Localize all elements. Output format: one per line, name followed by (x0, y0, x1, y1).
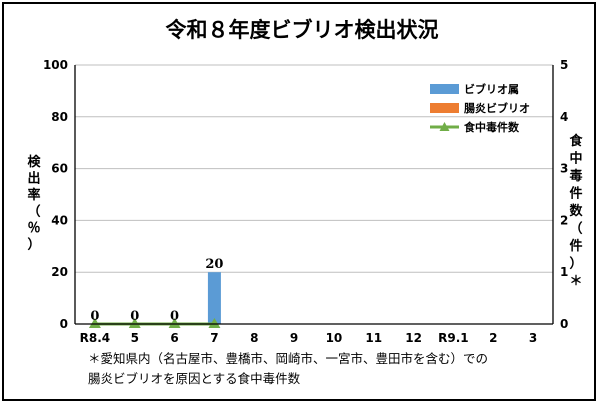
y2-tick-label: 1 (560, 265, 568, 279)
y-tick-label: 40 (51, 213, 68, 227)
y-axis-ticks: 0 20 40 60 80 100 (43, 58, 68, 331)
y2-axis-ticks: 0 1 2 3 4 5 (560, 58, 568, 331)
footnote-line-2: 腸炎ビブリオを原因とする食中毒件数 (88, 371, 301, 386)
x-axis-ticks: R8.4 5 6 7 8 9 10 11 12 R9.1 2 3 (80, 331, 538, 345)
y-tick-label: 80 (51, 110, 68, 124)
data-label: 0 (170, 309, 179, 324)
y-tick-label: 100 (43, 58, 68, 72)
y2-tick-label: 2 (560, 213, 568, 227)
y-axis-title: 検出率（％） (27, 154, 41, 253)
x-tick-label: 10 (326, 331, 343, 345)
x-tick-label: 3 (529, 331, 537, 345)
bar (207, 272, 221, 324)
x-tick-label: 2 (489, 331, 497, 345)
gridlines (75, 64, 553, 273)
legend-swatch (430, 103, 459, 113)
y2-tick-label: 3 (560, 162, 568, 176)
y-tick-label: 0 (60, 317, 68, 331)
y2-axis-title: 食中毒件数（件）＊ (569, 133, 583, 289)
y2-axis-title: 食中毒件数（件）＊ (569, 133, 583, 289)
legend-marker (439, 122, 450, 131)
line-series (88, 318, 221, 328)
line-marker (208, 318, 221, 328)
chart-title: 令和８年度ビブリオ検出状況 (166, 18, 439, 42)
x-tick-label: 9 (290, 331, 298, 345)
legend-label: ビブリオ属 (464, 82, 519, 96)
data-label: 0 (130, 309, 139, 324)
bars (207, 272, 221, 324)
x-tick-label: R9.1 (438, 331, 469, 345)
footnote-line-1: ＊愛知県内（名古屋市、豊橋市、岡崎市、一宮市、豊田市を含む）での (88, 351, 489, 366)
y-tick-label: 20 (51, 265, 68, 279)
x-tick-label: 8 (250, 331, 258, 345)
legend-label: 食中毒件数 (464, 120, 520, 134)
data-label: 20 (205, 257, 223, 272)
y-tick-label: 60 (51, 162, 68, 176)
x-tick-label: 12 (405, 331, 422, 345)
y2-tick-label: 5 (560, 58, 568, 72)
data-labels: 0 0 0 20 (90, 257, 223, 324)
x-tick-label: R8.4 (80, 331, 111, 345)
x-tick-label: 11 (365, 331, 382, 345)
legend-swatch (430, 84, 459, 94)
legend-label: 腸炎ビブリオ (464, 101, 530, 115)
line-marker (88, 318, 101, 328)
line-marker (168, 318, 181, 328)
y2-tick-label: 4 (560, 110, 568, 124)
data-label: 0 (90, 309, 99, 324)
x-tick-label: 5 (131, 331, 139, 345)
x-tick-label: 7 (210, 331, 218, 345)
axes (74, 65, 554, 325)
x-tick-label: 6 (170, 331, 178, 345)
line-marker (128, 318, 141, 328)
y2-tick-label: 0 (560, 317, 568, 331)
y-axis-title: 検出率（％） (27, 154, 41, 253)
